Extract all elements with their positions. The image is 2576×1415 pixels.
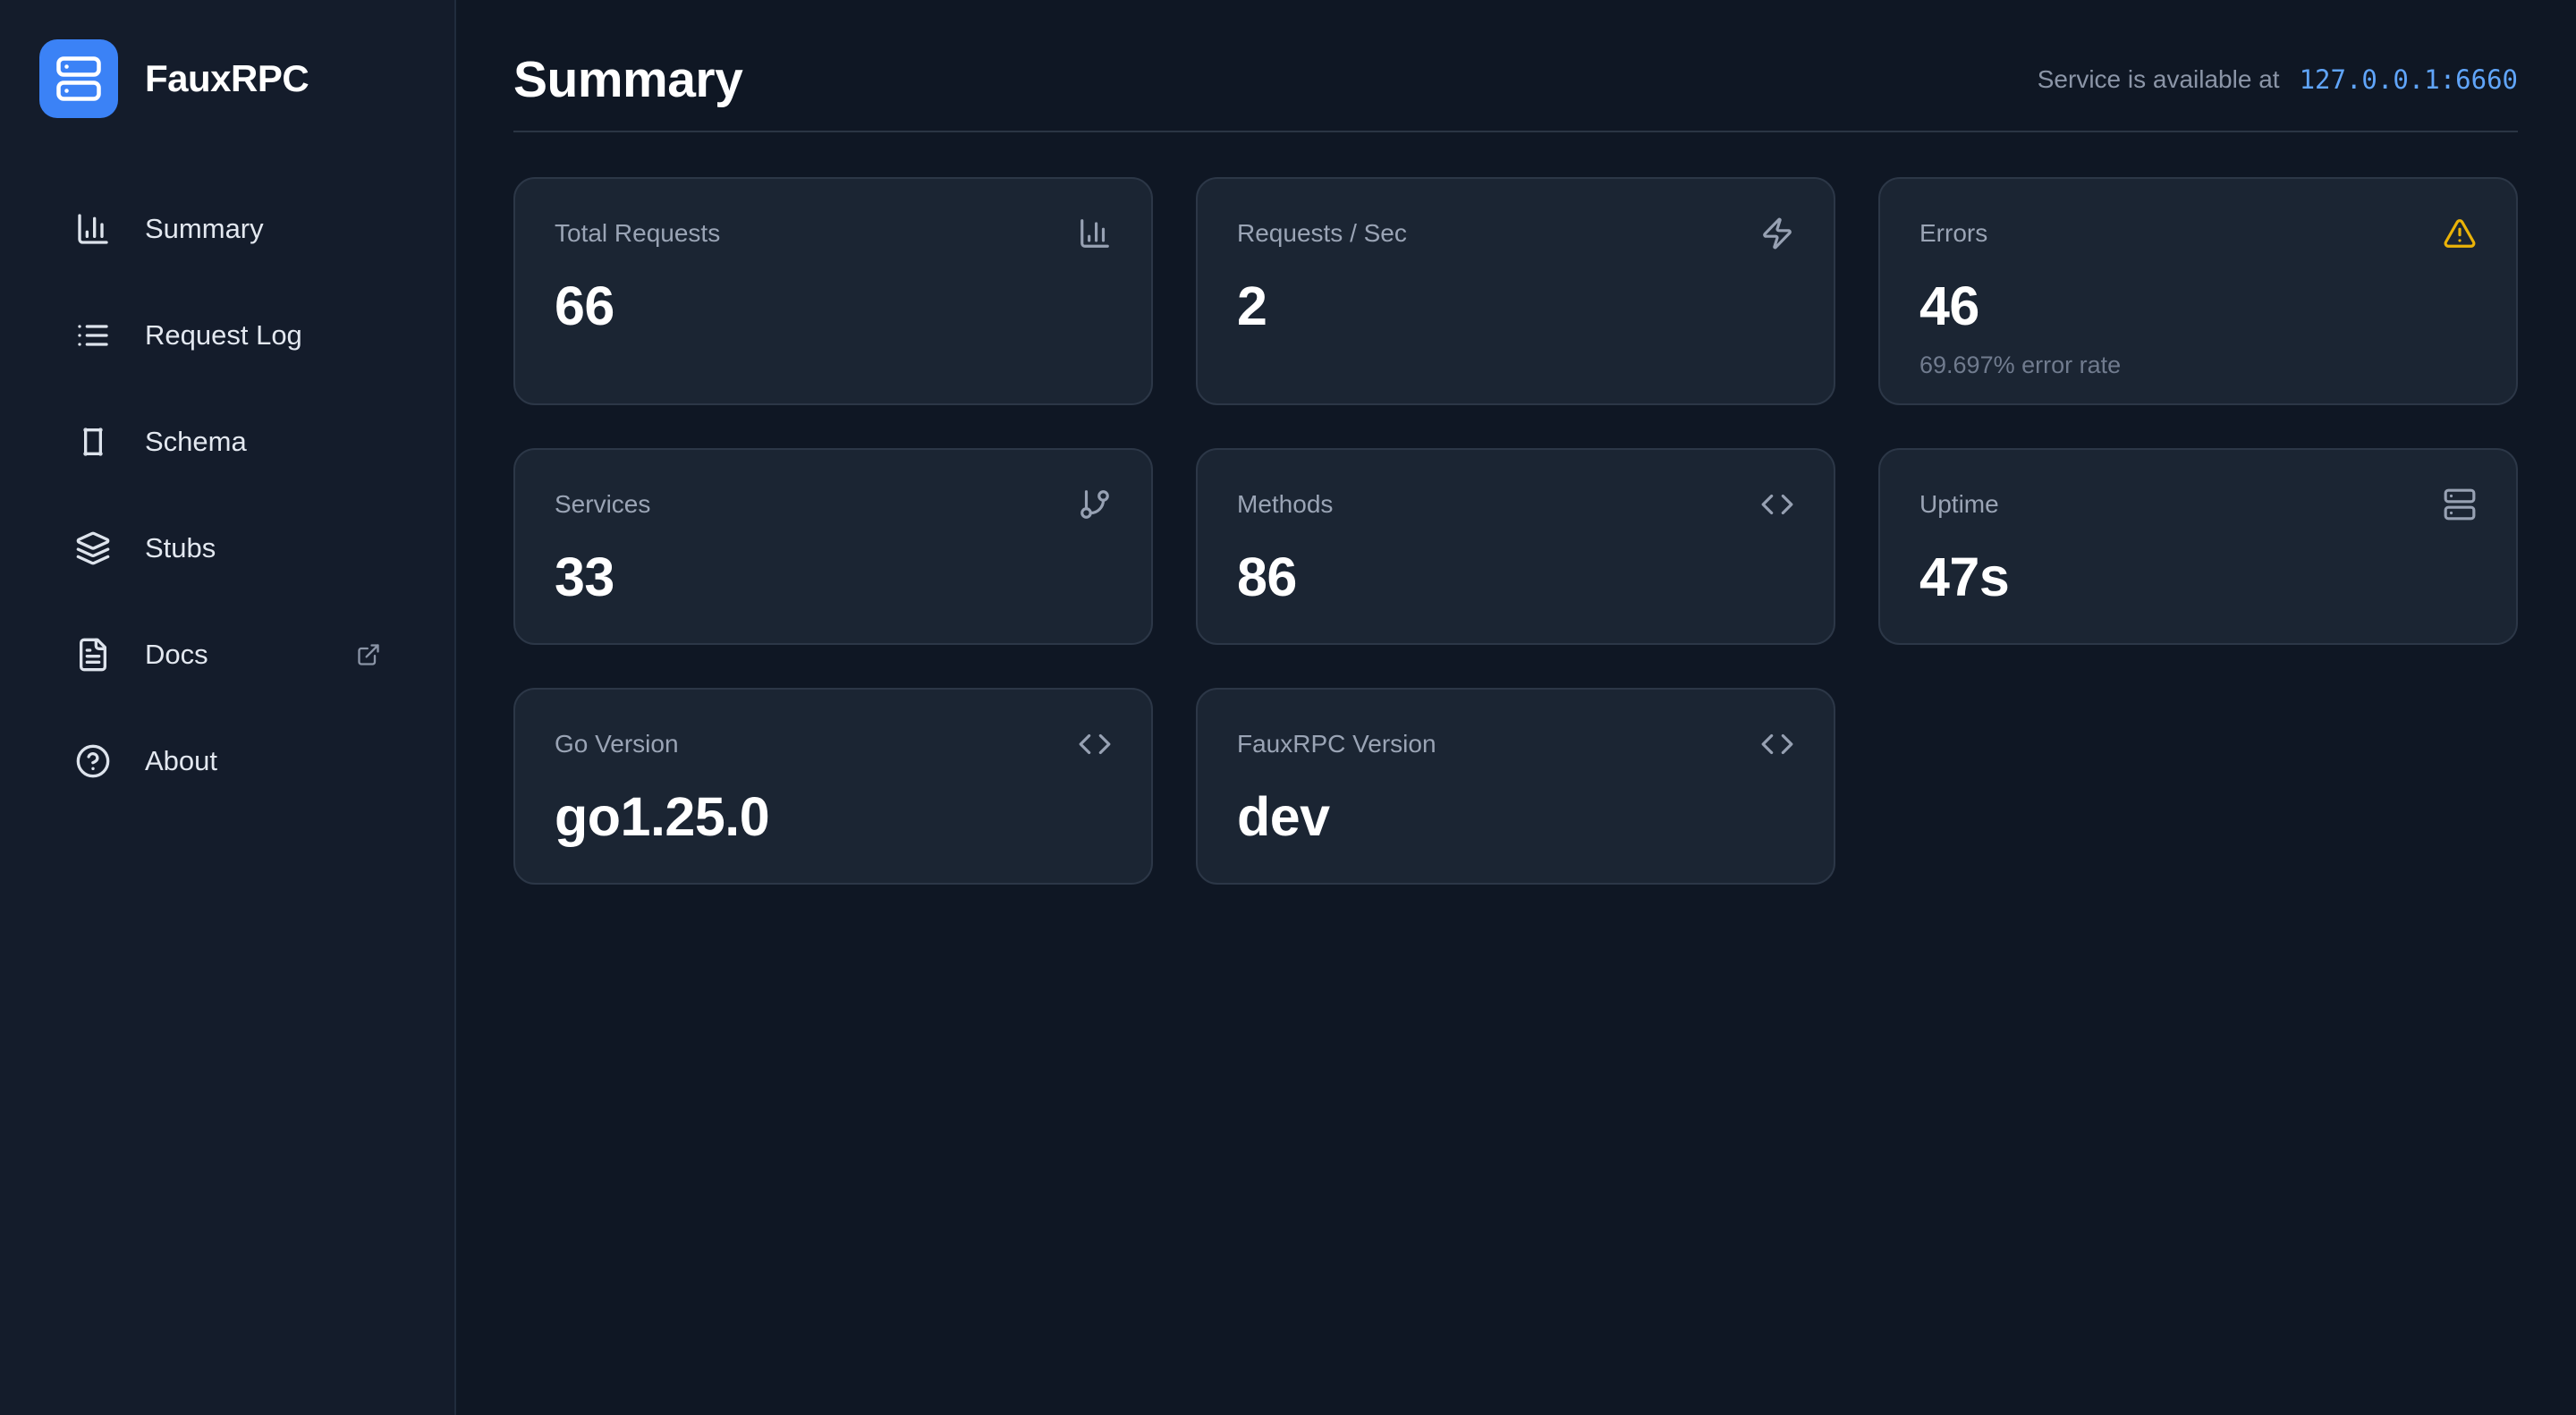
- sidebar-nav: Summary Request Log Schema Stubs: [39, 197, 415, 835]
- card-label: Methods: [1237, 490, 1334, 518]
- card-label: Uptime: [1919, 490, 1999, 518]
- file-text-icon: [75, 637, 111, 673]
- stat-card-go-version: Go Version go1.25.0: [513, 688, 1153, 885]
- card-value: go1.25.0: [555, 786, 770, 847]
- sidebar-item-label: Summary: [145, 213, 264, 244]
- stat-card-fauxrpc-version: FauxRPC Version dev: [1196, 688, 1835, 885]
- stat-card-errors: Errors 46 69.697% error rate: [1878, 177, 2518, 405]
- stat-card-total-requests: Total Requests 66: [513, 177, 1153, 405]
- page-header: Summary Service is available at 127.0.0.…: [513, 50, 2518, 132]
- sidebar-item-request-log[interactable]: Request Log: [39, 303, 415, 368]
- stat-card-uptime: Uptime 47s: [1878, 448, 2518, 645]
- stat-card-services: Services 33: [513, 448, 1153, 645]
- card-value: 33: [555, 547, 614, 607]
- chart-column-icon: [75, 211, 111, 247]
- sidebar-item-label: About: [145, 745, 218, 776]
- sidebar-item-label: Schema: [145, 426, 247, 457]
- alert-triangle-icon: [2443, 216, 2477, 250]
- error-rate-subtext: 69.697% error rate: [1919, 352, 2122, 378]
- card-value: 47s: [1919, 547, 2010, 607]
- sidebar-item-schema[interactable]: Schema: [39, 410, 415, 474]
- card-value: 86: [1237, 547, 1297, 607]
- app-logo[interactable]: FauxRPC: [39, 39, 415, 118]
- page-title: Summary: [513, 51, 743, 108]
- card-label: Services: [555, 490, 651, 518]
- stat-card-methods: Methods 86: [1196, 448, 1835, 645]
- code-icon: [1760, 487, 1794, 521]
- card-label: Go Version: [555, 730, 679, 758]
- sidebar-item-label: Request Log: [145, 319, 302, 351]
- code-icon: [1760, 727, 1794, 761]
- server-icon: [39, 39, 118, 118]
- stat-card-requests-per-sec: Requests / Sec 2: [1196, 177, 1835, 405]
- code-icon: [1078, 727, 1112, 761]
- status-text: Service is available at: [2037, 65, 2280, 93]
- main-content: Summary Service is available at 127.0.0.…: [456, 0, 2576, 1415]
- card-label: Requests / Sec: [1237, 219, 1407, 247]
- card-value: dev: [1237, 786, 1330, 847]
- card-label: Total Requests: [555, 219, 721, 247]
- sidebar: FauxRPC Summary Request Log Schema: [0, 0, 456, 1415]
- service-status: Service is available at 127.0.0.1:6660: [2038, 64, 2518, 95]
- zap-icon: [1760, 216, 1794, 250]
- chart-column-icon: [1078, 216, 1112, 250]
- list-icon: [75, 318, 111, 353]
- sidebar-item-label: Stubs: [145, 532, 216, 563]
- help-circle-icon: [75, 743, 111, 779]
- card-label: FauxRPC Version: [1237, 730, 1436, 758]
- schema-frame-icon: [75, 424, 111, 460]
- sidebar-item-stubs[interactable]: Stubs: [39, 516, 415, 580]
- sidebar-item-summary[interactable]: Summary: [39, 197, 415, 261]
- git-branch-icon: [1078, 487, 1112, 521]
- card-value: 46: [1919, 275, 1979, 336]
- external-link-icon: [356, 642, 381, 667]
- server-icon: [2443, 487, 2477, 521]
- layers-icon: [75, 530, 111, 566]
- summary-cards-grid: Total Requests 66 Requests / Sec 2 Error…: [513, 177, 2518, 885]
- card-value: 66: [555, 275, 614, 336]
- app-title: FauxRPC: [145, 57, 309, 99]
- card-value: 2: [1237, 275, 1267, 336]
- sidebar-item-about[interactable]: About: [39, 729, 415, 793]
- sidebar-item-docs[interactable]: Docs: [39, 623, 415, 687]
- service-address-link[interactable]: 127.0.0.1:6660: [2299, 64, 2518, 95]
- sidebar-item-label: Docs: [145, 639, 208, 670]
- card-label: Errors: [1919, 219, 1988, 247]
